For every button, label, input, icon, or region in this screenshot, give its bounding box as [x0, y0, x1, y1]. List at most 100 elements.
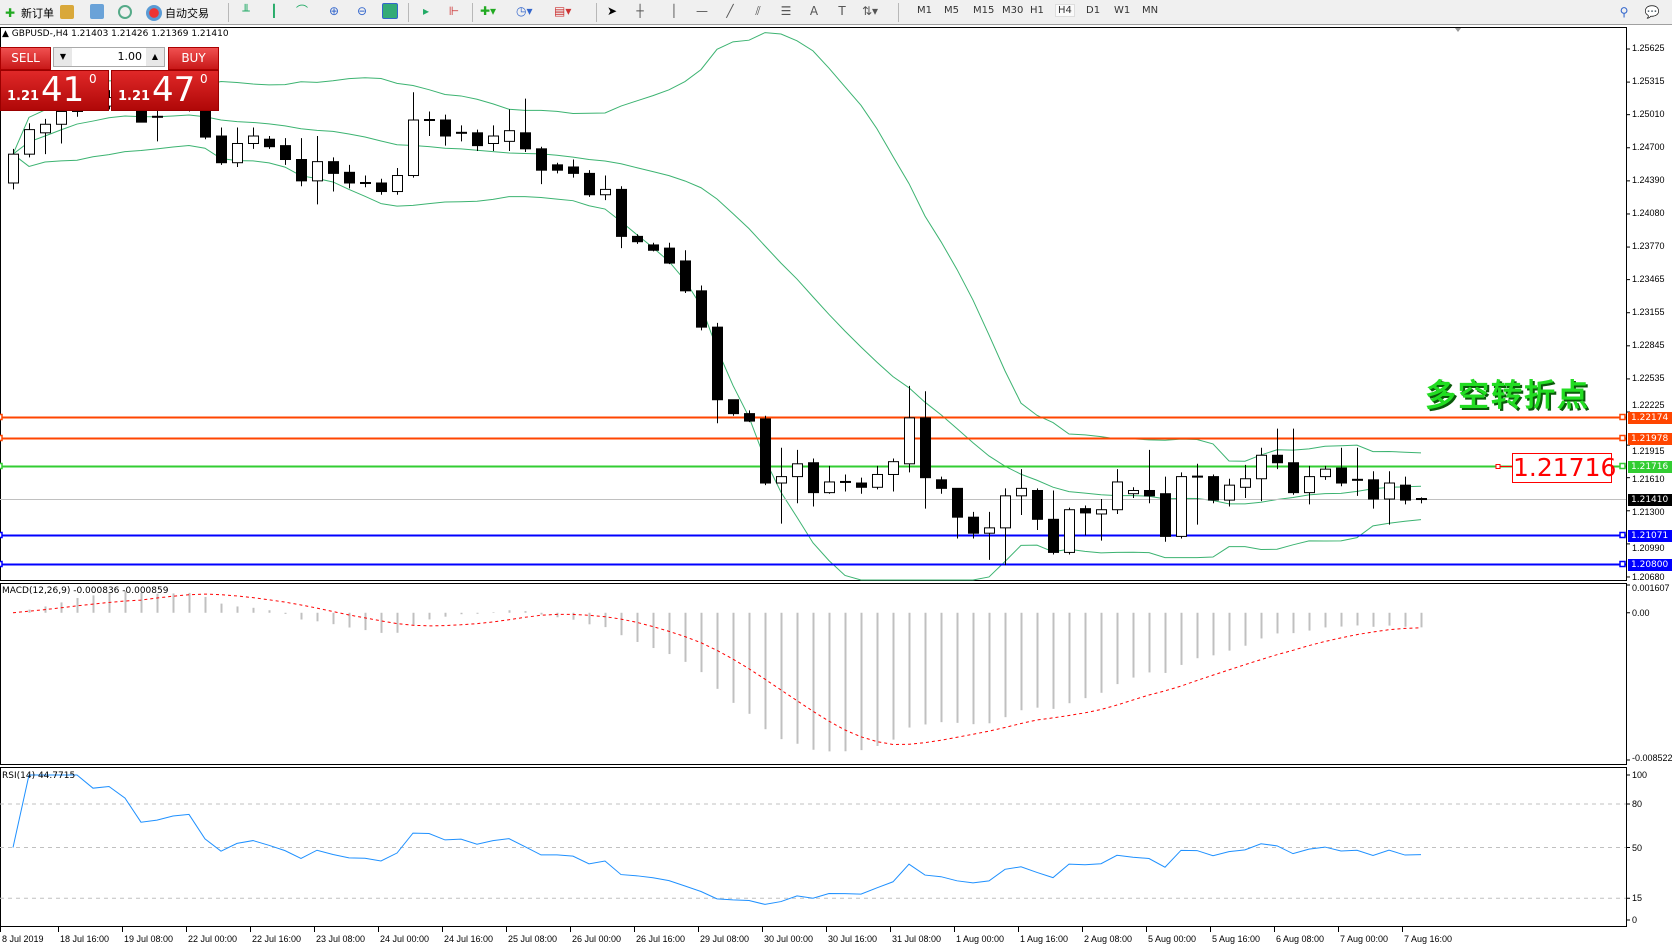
zoom-in-icon[interactable]: ⊕ — [328, 4, 340, 18]
candle-body — [968, 516, 979, 534]
candle-body — [40, 123, 51, 134]
price-level-handle-icon — [0, 462, 3, 470]
chat-icon[interactable]: 💬 — [1644, 5, 1660, 19]
candle — [1000, 488, 1011, 566]
signal-icon[interactable] — [118, 5, 132, 19]
candle — [312, 136, 323, 205]
templates-icon[interactable]: ▤▾ — [554, 4, 572, 18]
time-axis-label: 24 Jul 16:00 — [444, 934, 494, 944]
sell-price-box[interactable]: 1.21 41 0 — [0, 70, 109, 111]
candle-body — [472, 132, 483, 147]
timeframe-h4[interactable]: H4 — [1055, 4, 1075, 17]
timeframe-m5[interactable]: M5 — [944, 5, 959, 16]
bar-chart-icon[interactable]: ╨ — [242, 4, 250, 18]
time-axis-label: 1 Aug 00:00 — [956, 934, 1005, 944]
trendline-icon[interactable]: ╱ — [726, 4, 734, 18]
line-chart-icon[interactable]: ⌒ — [295, 4, 308, 18]
new-order-button[interactable]: ✚ 新订单 — [2, 3, 54, 22]
candle — [344, 164, 355, 189]
cursor-icon[interactable]: ➤ — [606, 4, 618, 18]
candle — [552, 162, 563, 174]
candle — [920, 391, 931, 509]
buy-button[interactable]: BUY — [168, 47, 219, 70]
candle — [872, 465, 883, 490]
candle — [600, 175, 611, 201]
candle — [1064, 507, 1075, 555]
text-icon[interactable]: A — [809, 4, 819, 18]
market-watch-icon[interactable] — [60, 5, 74, 19]
candle-body — [1400, 484, 1411, 501]
arrows-icon[interactable]: ⇅▾ — [862, 4, 879, 18]
price-axis-label: 1.23465 — [1632, 273, 1665, 284]
price-level-handle-icon — [0, 531, 3, 539]
candle-body — [664, 247, 675, 264]
candle-body — [232, 142, 243, 164]
sell-button[interactable]: SELL — [0, 47, 51, 70]
candle — [1368, 471, 1379, 509]
candle — [1032, 488, 1043, 530]
candle — [392, 168, 403, 195]
candle — [1112, 469, 1123, 514]
timeframe-mn[interactable]: MN — [1142, 5, 1159, 16]
crosshair-icon[interactable]: ┼ — [636, 4, 644, 18]
lot-value[interactable]: 1.00 — [117, 50, 143, 63]
collapse-triangle-icon[interactable]: ▲ — [2, 29, 9, 39]
candle-body — [1192, 475, 1203, 478]
candle-body — [744, 413, 755, 422]
candle-body — [584, 172, 595, 196]
lot-increase-icon[interactable]: ▲ — [146, 48, 164, 66]
equidistant-channel-icon[interactable]: ⫽ — [755, 4, 761, 18]
sell-price-sup: 0 — [89, 72, 97, 86]
timeframe-h1[interactable]: H1 — [1030, 5, 1044, 16]
search-icon[interactable]: ⚲ — [1619, 5, 1629, 19]
candle-body — [280, 145, 291, 161]
macd-pane-frame — [0, 583, 1627, 765]
vertical-line-icon[interactable]: │ — [670, 4, 678, 18]
lot-decrease-icon[interactable]: ▼ — [54, 48, 72, 66]
candle — [216, 127, 227, 165]
auto-trading-button[interactable]: 自动交易 — [146, 3, 209, 22]
candle-body — [488, 135, 499, 144]
candle — [8, 148, 19, 190]
candle — [648, 242, 659, 252]
autoscroll-icon[interactable]: ▸ — [422, 4, 430, 18]
candle-body — [552, 164, 563, 171]
buy-price-box[interactable]: 1.21 47 0 — [111, 70, 219, 111]
price-level-tag: 1.21410 — [1628, 493, 1672, 506]
candle-body — [760, 418, 771, 484]
timeframe-m1[interactable]: M1 — [917, 5, 932, 16]
timeframe-d1[interactable]: D1 — [1086, 5, 1101, 16]
timeframe-m30[interactable]: M30 — [1002, 5, 1024, 16]
indicators-icon[interactable]: ✚▾ — [480, 4, 497, 18]
candle — [536, 146, 547, 185]
separator — [898, 3, 899, 22]
candle — [1048, 490, 1059, 555]
candle — [728, 399, 739, 416]
annotation-price-box[interactable]: 1.21716 — [1512, 453, 1617, 483]
candle — [808, 458, 819, 507]
annotation-text[interactable]: 多空转折点 — [1425, 378, 1590, 414]
candle — [616, 186, 627, 249]
fibonacci-icon[interactable]: ☰ — [780, 4, 792, 18]
time-axis-label: 24 Jul 00:00 — [380, 934, 430, 944]
tile-windows-icon[interactable] — [382, 3, 398, 19]
time-axis-label: 30 Jul 00:00 — [764, 934, 814, 944]
timeframe-m15[interactable]: M15 — [973, 5, 995, 16]
zoom-out-icon[interactable]: ⊖ — [356, 4, 368, 18]
candle — [712, 322, 723, 424]
buy-price-big: 47 — [152, 70, 196, 110]
candle-body — [792, 463, 803, 478]
chart-shift-icon[interactable]: ⊩ — [448, 4, 460, 18]
candle-body — [456, 131, 467, 134]
horizontal-line-icon[interactable]: — — [696, 4, 708, 18]
lot-size-stepper[interactable]: ▼ 1.00 ▲ — [53, 47, 165, 67]
periods-icon[interactable]: ◷▾ — [516, 4, 533, 18]
text-label-icon[interactable]: T — [838, 4, 846, 18]
candle — [952, 487, 963, 539]
candle — [1288, 428, 1299, 495]
data-window-icon[interactable] — [90, 4, 104, 19]
candle-body — [1240, 478, 1251, 488]
candlestick-icon[interactable]: ┃ — [270, 4, 278, 18]
timeframe-w1[interactable]: W1 — [1114, 5, 1131, 16]
